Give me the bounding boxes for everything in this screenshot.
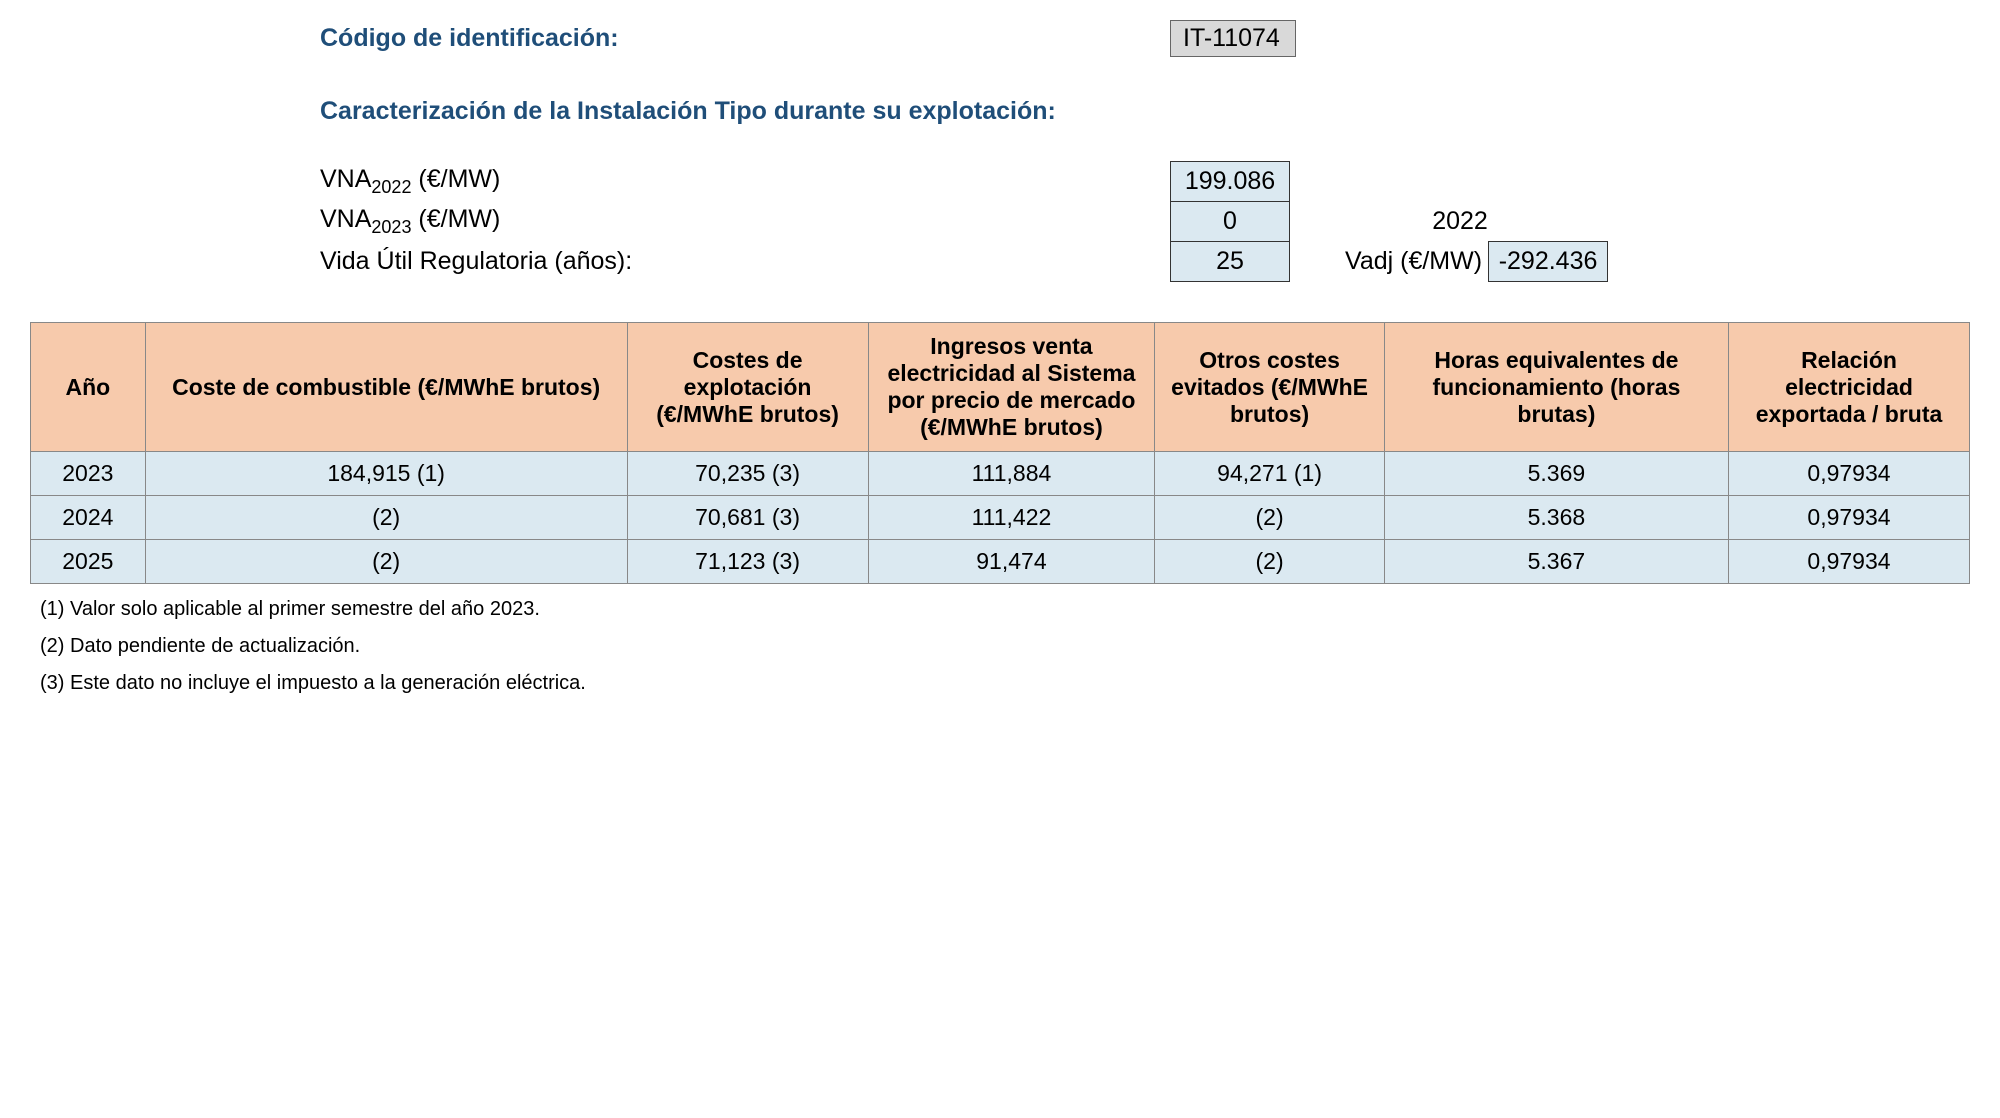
cell: 0,97934 (1729, 496, 1970, 540)
vna2022-post: (€/MW) (411, 165, 500, 193)
th-otros-costes: Otros costes evitados (€/MWhE brutos) (1155, 323, 1384, 452)
cell: (2) (1155, 540, 1384, 584)
table-head: Año Coste de combustible (€/MWhE brutos)… (31, 323, 1970, 452)
cell: 2024 (31, 496, 146, 540)
section-title: Caracterización de la Instalación Tipo d… (320, 97, 1970, 126)
footnote-3: (3) Este dato no incluye el impuesto a l… (40, 672, 1970, 695)
th-costes-explotacion: Costes de explotación (€/MWhE brutos) (627, 323, 868, 452)
cell: 0,97934 (1729, 540, 1970, 584)
cell: 70,235 (3) (627, 452, 868, 496)
cell: 71,123 (3) (627, 540, 868, 584)
cell: 5.369 (1384, 452, 1728, 496)
vadj-value: -292.436 (1488, 241, 1608, 282)
th-relacion: Relación electricidad exportada / bruta (1729, 323, 1970, 452)
cell: (2) (1155, 496, 1384, 540)
cell: 2023 (31, 452, 146, 496)
document-page: Código de identificación: IT-11074 Carac… (0, 0, 2000, 729)
cell: 2025 (31, 540, 146, 584)
cell: 5.367 (1384, 540, 1728, 584)
vida-label: Vida Útil Regulatoria (años): (320, 247, 1170, 276)
cell: (2) (145, 496, 627, 540)
cell: 5.368 (1384, 496, 1728, 540)
year-right-label: 2022 (1370, 207, 1550, 236)
vna2022-value: 199.086 (1170, 161, 1290, 201)
vida-row: Vida Útil Regulatoria (años): 25 Vadj (€… (320, 241, 1970, 282)
vida-value: 25 (1170, 241, 1290, 282)
cell: 0,97934 (1729, 452, 1970, 496)
header-block: Código de identificación: IT-11074 Carac… (320, 20, 1970, 282)
vna2023-value: 0 (1170, 201, 1290, 241)
cell: 111,884 (868, 452, 1155, 496)
vna2023-pre: VNA (320, 205, 371, 233)
data-table: Año Coste de combustible (€/MWhE brutos)… (30, 322, 1970, 584)
cell: (2) (145, 540, 627, 584)
footnote-2: (2) Dato pendiente de actualización. (40, 635, 1970, 658)
table-row: 2024 (2) 70,681 (3) 111,422 (2) 5.368 0,… (31, 496, 1970, 540)
th-ingresos: Ingresos venta electricidad al Sistema p… (868, 323, 1155, 452)
table-body: 2023 184,915 (1) 70,235 (3) 111,884 94,2… (31, 452, 1970, 584)
vna2022-label: VNA2022 (€/MW) (320, 165, 1170, 198)
vna2023-post: (€/MW) (411, 205, 500, 233)
footnote-1: (1) Valor solo aplicable al primer semes… (40, 598, 1970, 621)
vna2023-label: VNA2023 (€/MW) (320, 205, 1170, 238)
vna2022-sub: 2022 (371, 177, 411, 197)
th-coste-combustible: Coste de combustible (€/MWhE brutos) (145, 323, 627, 452)
header-row: Año Coste de combustible (€/MWhE brutos)… (31, 323, 1970, 452)
table-row: 2023 184,915 (1) 70,235 (3) 111,884 94,2… (31, 452, 1970, 496)
vna2023-sub: 2023 (371, 217, 411, 237)
code-row: Código de identificación: IT-11074 (320, 20, 1970, 57)
cell: 94,271 (1) (1155, 452, 1384, 496)
th-horas: Horas equivalentes de funcionamiento (ho… (1384, 323, 1728, 452)
vadj-label: Vadj (€/MW) (1345, 247, 1482, 276)
cell: 111,422 (868, 496, 1155, 540)
vna2022-pre: VNA (320, 165, 371, 193)
vna2023-row: VNA2023 (€/MW) 0 2022 (320, 201, 1970, 241)
cell: 184,915 (1) (145, 452, 627, 496)
cell: 91,474 (868, 540, 1155, 584)
footnotes: (1) Valor solo aplicable al primer semes… (40, 598, 1970, 695)
vna2022-row: VNA2022 (€/MW) 199.086 (320, 161, 1970, 201)
table-row: 2025 (2) 71,123 (3) 91,474 (2) 5.367 0,9… (31, 540, 1970, 584)
code-value-box: IT-11074 (1170, 20, 1296, 57)
code-label: Código de identificación: (320, 24, 1170, 53)
th-ano: Año (31, 323, 146, 452)
cell: 70,681 (3) (627, 496, 868, 540)
